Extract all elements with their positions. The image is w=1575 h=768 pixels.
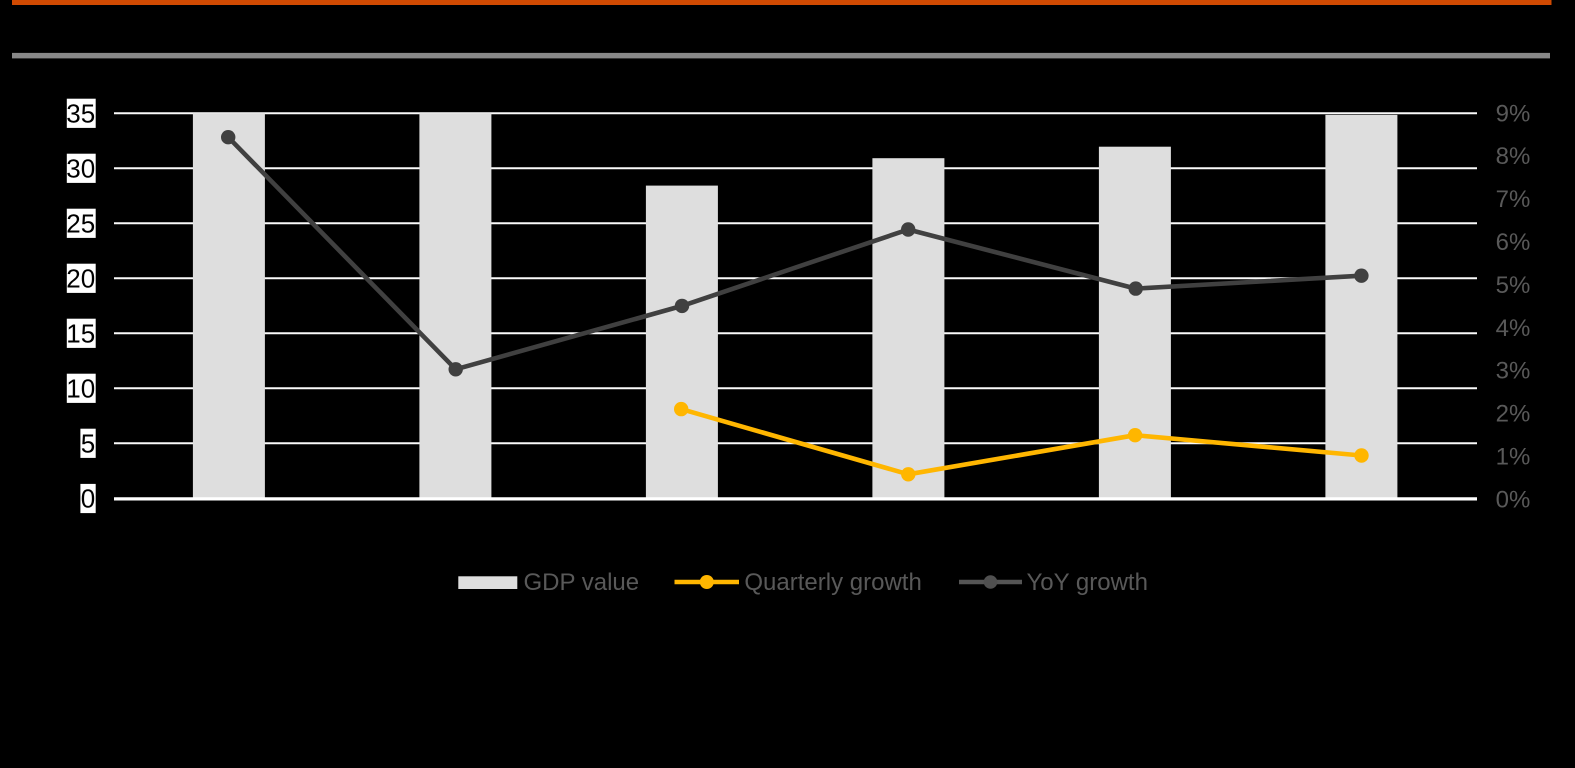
svg-text:3%: 3% (1496, 358, 1531, 385)
svg-text:6%: 6% (1496, 229, 1531, 256)
svg-text:GDP value: GDP value (524, 569, 640, 596)
svg-text:1%: 1% (1496, 444, 1531, 471)
svg-text:YoY growth: YoY growth (1027, 569, 1148, 596)
svg-text:25: 25 (66, 209, 95, 239)
svg-text:4%: 4% (1496, 315, 1531, 342)
svg-text:0%: 0% (1496, 486, 1531, 513)
svg-text:7%: 7% (1496, 186, 1531, 213)
svg-text:8%: 8% (1496, 143, 1531, 170)
svg-text:15: 15 (66, 319, 95, 349)
svg-text:2%: 2% (1496, 401, 1531, 428)
svg-text:20: 20 (66, 264, 95, 294)
svg-text:5%: 5% (1496, 272, 1531, 299)
svg-text:30: 30 (66, 154, 95, 184)
svg-text:5: 5 (81, 429, 95, 459)
svg-text:10: 10 (66, 374, 95, 404)
svg-text:0: 0 (81, 484, 95, 514)
svg-text:Quarterly growth: Quarterly growth (744, 569, 921, 596)
svg-text:9%: 9% (1496, 100, 1531, 127)
svg-text:35: 35 (66, 99, 95, 129)
